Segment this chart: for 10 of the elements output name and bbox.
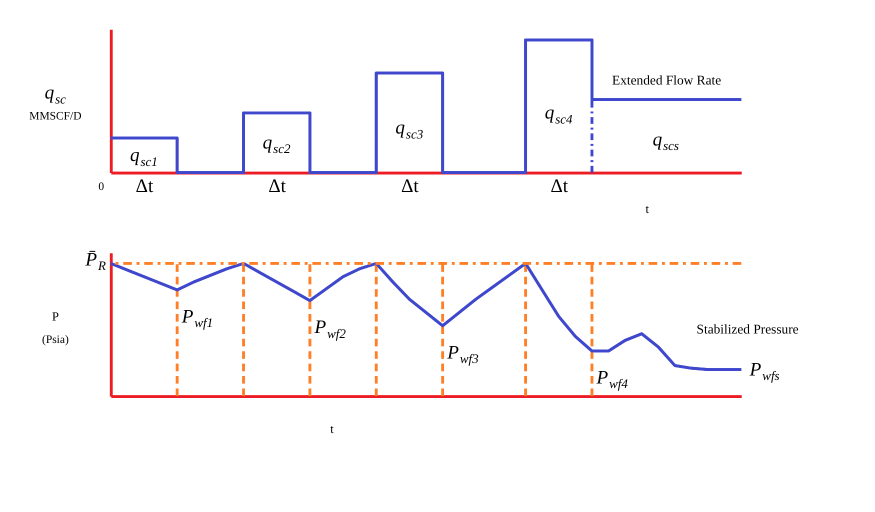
x-axis-title: t	[645, 202, 650, 216]
x-tick-label: Δt	[401, 176, 420, 198]
x-tick-label: Δt	[268, 176, 287, 198]
annotation: Stabilized Pressure	[696, 321, 799, 336]
x-tick-label: Δt	[550, 176, 569, 198]
x-tick-label: Δt	[136, 176, 154, 198]
text: 0	[98, 180, 104, 193]
annotation: Extended Flow Rate	[612, 72, 722, 88]
y-axis-title: P (Psia)	[42, 309, 69, 346]
x-axis-title: t	[330, 422, 334, 436]
